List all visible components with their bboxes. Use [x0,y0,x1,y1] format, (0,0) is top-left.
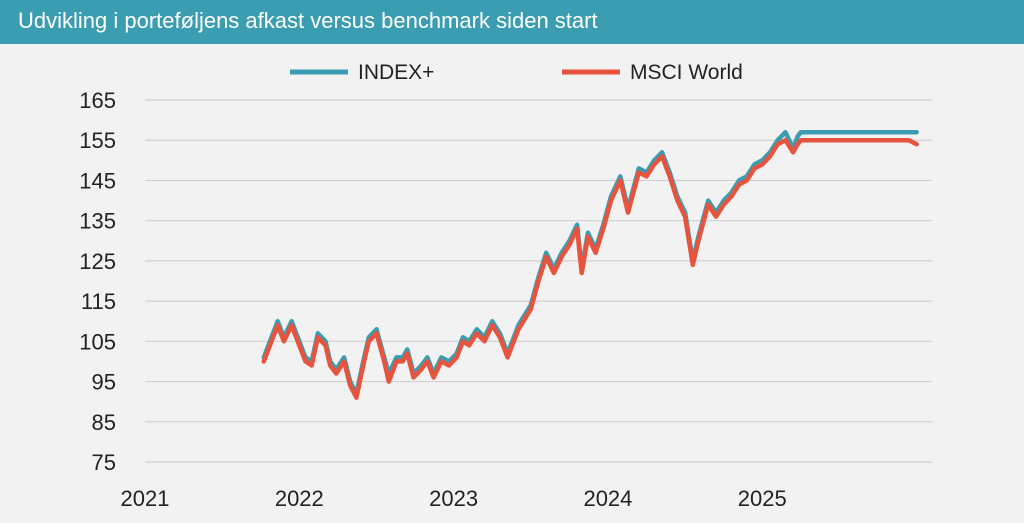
x-axis-ticks: 2021 2022 2023 2024 2025 [121,486,787,511]
series-lines [261,129,919,400]
y-tick-label: 115 [81,289,116,314]
y-tick-label: 155 [79,128,116,153]
y-tick-label: 75 [92,450,116,475]
chart-area: 75 85 95 105 115 125 135 145 155 165 2021 2022 2023… [0,44,1024,518]
x-tick-label: 2024 [583,486,632,511]
y-tick-label: 145 [79,168,116,193]
y-tick-label: 85 [92,410,116,435]
x-tick-label: 2023 [429,486,478,511]
legend-label: MSCI World [630,61,743,84]
y-tick-label: 95 [92,370,116,395]
y-axis-ticks: 75 85 95 105 115 125 135 145 155 165 [79,88,116,475]
x-tick-label: 2021 [121,486,170,511]
y-tick-label: 125 [79,249,116,274]
x-tick-label: 2022 [275,486,324,511]
y-tick-label: 165 [79,88,116,113]
x-tick-label: 2025 [738,486,787,511]
series-line-index-plus [261,129,919,396]
chart-title: Udvikling i porteføljens afkast versus b… [18,8,598,33]
legend-label: INDEX+ [358,61,434,84]
legend: INDEX+ MSCI World [290,61,743,84]
chart-header: Udvikling i porteføljens afkast versus b… [0,0,1024,44]
series-line-msci-world [261,137,919,400]
grid-lines [145,99,932,463]
y-tick-label: 105 [79,329,116,354]
line-chart: 75 85 95 105 115 125 135 145 155 165 2021 2022 2023… [79,61,932,511]
y-tick-label: 135 [79,209,116,234]
